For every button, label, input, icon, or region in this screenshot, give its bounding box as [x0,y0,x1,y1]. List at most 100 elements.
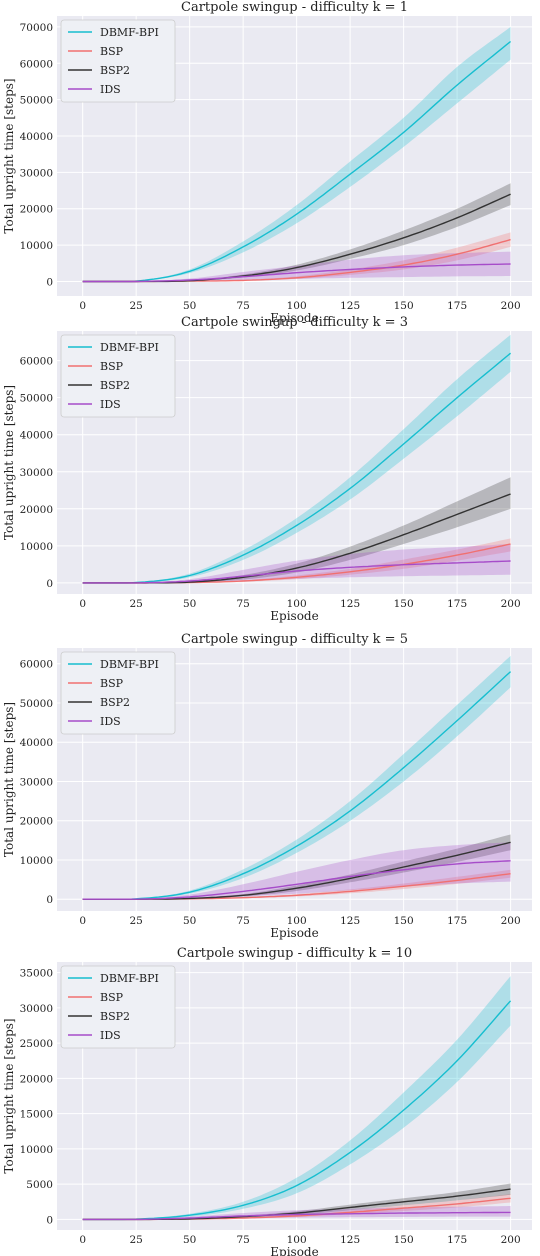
x-tick-label: 50 [183,598,196,610]
y-tick-label: 0 [46,276,53,288]
y-tick-label: 50000 [20,698,53,710]
series-band-ids [82,251,511,282]
y-tick-label: 20000 [20,504,53,516]
x-tick-label: 100 [287,915,307,927]
y-tick-label: 10000 [20,1144,53,1156]
y-tick-label: 10000 [20,541,53,553]
y-tick-label: 60000 [20,659,53,671]
chart-title: Cartpole swingup - difficulty k = 10 [177,946,412,961]
y-tick-label: 60000 [20,356,53,368]
chart-title: Cartpole swingup - difficulty k = 1 [181,0,408,15]
x-tick-label: 125 [340,598,360,610]
series-band-ids [82,544,511,583]
legend-entry: IDS [100,1029,121,1042]
y-tick-label: 20000 [20,1073,53,1085]
x-tick-label: 200 [501,915,521,927]
series-band-dbmf-bpi [82,976,511,1220]
series-line-dbmf-bpi [82,1000,512,1221]
x-tick-label: 50 [183,915,196,927]
y-axis-label: Total upright time [steps] [2,1018,16,1173]
y-tick-label: 10000 [20,240,53,252]
x-tick-label: 125 [340,915,360,927]
chart-panel-4: 0 25 50 75 100 125 150 175 200 0 5000 10000 15000 200… [2,946,532,1256]
y-tick-label: 40000 [20,430,53,442]
chart-title: Cartpole swingup - difficulty k = 3 [181,315,408,330]
y-tick-label: 30000 [20,167,53,179]
x-tick-label: 0 [79,598,86,610]
x-tick-label: 75 [236,598,249,610]
legend-entry: BSP [100,991,124,1004]
x-tick-label: 125 [340,300,360,312]
y-tick-label: 50000 [20,95,53,107]
y-tick-label: 30000 [20,1003,53,1015]
x-tick-label: 50 [183,1234,196,1246]
x-tick-label: 25 [129,1234,142,1246]
legend-entry: DBMF-BPI [100,341,159,354]
legend-entry: DBMF-BPI [100,26,159,39]
x-tick-label: 150 [394,915,414,927]
series-line-ids [82,263,511,283]
x-tick-label: 50 [183,300,196,312]
x-tick-label: 75 [236,915,249,927]
y-axis-label: Total upright time [steps] [2,385,16,540]
series-band-dbmf-bpi [82,655,511,900]
y-tick-label: 0 [46,578,53,590]
legend-box [60,965,176,1049]
x-tick-label: 175 [447,300,467,312]
x-tick-label: 25 [129,915,142,927]
x-axis-label: Episode [270,609,318,623]
y-tick-label: 40000 [20,131,53,143]
y-tick-label: 20000 [20,816,53,828]
y-tick-label: 40000 [20,737,53,749]
chart-title: Cartpole swingup - difficulty k = 5 [181,632,408,647]
x-tick-label: 150 [394,598,414,610]
x-tick-label: 100 [287,300,307,312]
x-axis-label: Episode [270,311,318,325]
y-tick-label: 30000 [20,776,53,788]
x-tick-label: 175 [447,1234,467,1246]
series-line-dbmf-bpi [82,40,512,283]
legend-entry: BSP [100,360,124,373]
legend-entry: DBMF-BPI [100,658,159,671]
x-tick-label: 25 [129,300,142,312]
x-tick-label: 200 [501,1234,521,1246]
x-tick-label: 25 [129,598,142,610]
x-tick-label: 0 [79,1234,86,1246]
chart-panel-3: 0 25 50 75 100 125 150 175 200 0 10000 20000 30000 40… [2,632,532,940]
legend-entry: BSP2 [100,1010,130,1023]
y-tick-label: 20000 [20,204,53,216]
legend: DBMF-BPI BSP BSP2 IDS [60,965,176,1049]
chart-panel-1: 0 25 50 75 100 125 150 175 200 0 10000 20000 30000 40… [2,0,532,325]
x-tick-label: 100 [287,1234,307,1246]
legend-entry: BSP [100,45,124,58]
x-tick-label: 75 [236,1234,249,1246]
x-tick-label: 200 [501,300,521,312]
legend-entry: IDS [100,715,121,728]
chart-panel-2: 0 25 50 75 100 125 150 175 200 0 10000 20000 30000 40… [2,315,532,623]
legend-box [60,651,176,735]
series-band-bsp2 [82,183,511,282]
series-line-dbmf-bpi [82,352,512,584]
series-band-bsp2 [82,1183,511,1220]
x-axis-label: Episode [270,1245,318,1256]
series-line-ids [82,1211,511,1221]
y-axis-label: Total upright time [steps] [2,78,16,233]
x-tick-label: 0 [79,915,86,927]
y-tick-label: 5000 [26,1179,53,1191]
y-tick-label: 25000 [20,1038,53,1050]
series-band-bsp [82,232,511,282]
x-tick-label: 125 [340,1234,360,1246]
legend-entry: BSP2 [100,64,130,77]
y-tick-label: 10000 [20,855,53,867]
legend-box [60,334,176,418]
y-tick-label: 0 [46,1214,53,1226]
x-tick-label: 200 [501,598,521,610]
legend-entry: IDS [100,398,121,411]
y-tick-label: 35000 [20,968,53,980]
legend-entry: BSP2 [100,696,130,709]
x-tick-label: 0 [79,300,86,312]
x-tick-label: 150 [394,300,414,312]
series-line-ids [82,860,511,900]
series-band-bsp2 [82,477,511,583]
